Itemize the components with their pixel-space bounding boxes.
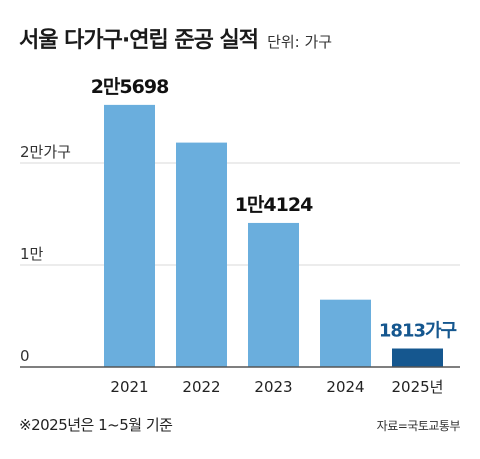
x-tick-label: 2025년 bbox=[392, 378, 444, 396]
y-tick-label: 2만가구 bbox=[20, 143, 71, 161]
unit-label: 단위: 가구 bbox=[267, 33, 333, 51]
bar bbox=[176, 142, 227, 367]
source-label: 자료=국토교통부 bbox=[376, 419, 461, 433]
data-label: 1만4124 bbox=[235, 194, 313, 216]
bar bbox=[104, 104, 155, 367]
data-label: 2만5698 bbox=[91, 76, 169, 98]
y-tick-label: 1만 bbox=[20, 245, 44, 263]
bar bbox=[248, 222, 299, 367]
chart-title: 서울 다가구·연립 준공 실적 bbox=[19, 28, 259, 53]
bar bbox=[320, 299, 371, 367]
x-tick-label: 2024 bbox=[326, 378, 364, 396]
x-tick-label: 2023 bbox=[254, 378, 292, 396]
x-tick-label: 2021 bbox=[110, 378, 148, 396]
x-tick-label: 2022 bbox=[182, 378, 220, 396]
y-tick-label: 0 bbox=[20, 347, 30, 365]
bar bbox=[392, 348, 443, 367]
footnote: ※2025년은 1~5월 기준 bbox=[19, 416, 173, 434]
chart-header: 서울 다가구·연립 준공 실적 단위: 가구 bbox=[19, 22, 332, 54]
data-label: 1813가구 bbox=[379, 321, 457, 342]
